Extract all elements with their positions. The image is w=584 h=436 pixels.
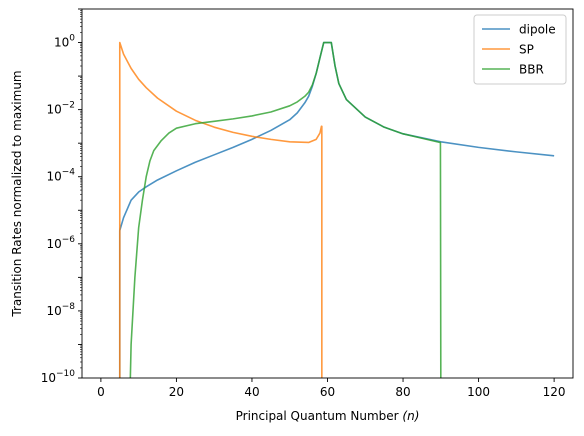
series-layer	[118, 41, 555, 378]
y-tick-exponent: −6	[62, 235, 76, 245]
y-tick-label: 10−2	[46, 101, 75, 117]
x-axis-label: Principal Quantum Number (n)	[236, 409, 420, 423]
y-tick-label: 100	[54, 34, 75, 50]
series-line-sp	[118, 41, 323, 378]
x-tick-label: 80	[395, 385, 410, 399]
y-axis-label: Transition Rates normalized to maximum	[10, 70, 24, 317]
y-tick-label: 10−4	[46, 168, 75, 184]
x-tick-label: 40	[244, 385, 259, 399]
x-tick-label: 100	[467, 385, 490, 399]
y-tick-exponent: −8	[62, 302, 76, 312]
legend: dipole SP BBR	[473, 14, 567, 85]
x-tick-label: 120	[543, 385, 566, 399]
legend-label-dipole: dipole	[519, 23, 556, 37]
axes-layer: 0 20 40 60 80 100 120 10−10 10−8 10−6 10−4 10−2 100 P…	[10, 8, 574, 423]
series-line-bbr	[129, 41, 442, 378]
y-tick-exponent: −2	[62, 101, 75, 111]
x-axis-label-variable: (n)	[402, 409, 419, 423]
legend-box	[473, 14, 567, 85]
y-tick-label: 10−10	[41, 369, 76, 385]
y-tick-exponent: 0	[69, 34, 75, 44]
x-tick-label: 20	[169, 385, 184, 399]
legend-label-sp: SP	[519, 43, 534, 57]
x-tick-label: 0	[97, 385, 105, 399]
y-tick-exponent: −4	[62, 168, 76, 178]
y-tick-label: 10−6	[46, 235, 75, 251]
x-tick-label: 60	[320, 385, 335, 399]
y-tick-label: 10−8	[46, 302, 75, 318]
legend-label-bbr: BBR	[519, 63, 544, 77]
series-line-dipole	[118, 41, 555, 378]
y-tick-exponent: −10	[56, 369, 75, 379]
